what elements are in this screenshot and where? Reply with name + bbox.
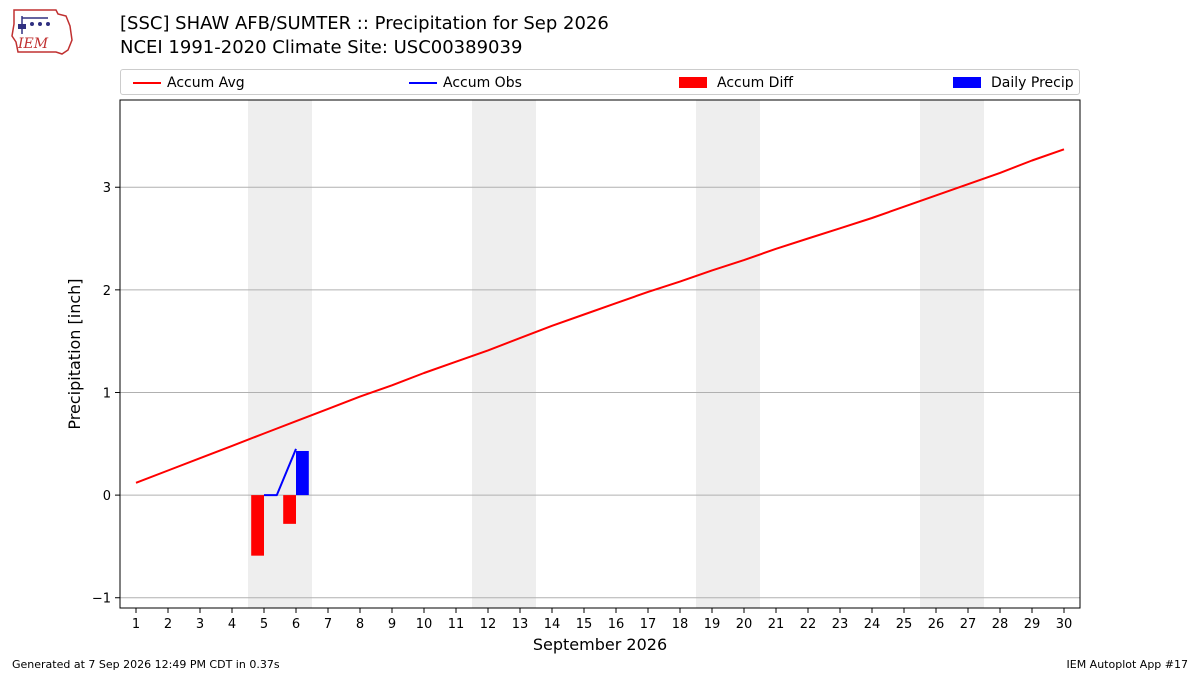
x-tick-label: 5 bbox=[260, 617, 268, 632]
accum-obs-line bbox=[264, 448, 297, 497]
y-tick-label: −1 bbox=[92, 592, 111, 607]
x-tick-label: 16 bbox=[608, 617, 625, 632]
x-tick-label: 9 bbox=[388, 617, 396, 632]
x-tick-label: 2 bbox=[164, 617, 172, 632]
x-tick-label: 8 bbox=[356, 617, 364, 632]
accum-diff-bar bbox=[283, 495, 296, 524]
x-tick-label: 27 bbox=[960, 617, 977, 632]
legend-swatch-daily-precip bbox=[953, 77, 981, 88]
legend-swatch-accum-avg bbox=[133, 82, 161, 84]
weekend-band bbox=[696, 100, 760, 608]
footer-app: IEM Autoplot App #17 bbox=[1066, 658, 1189, 671]
legend-label: Accum Obs bbox=[443, 75, 522, 91]
x-tick-label: 4 bbox=[228, 617, 236, 632]
x-tick-label: 21 bbox=[768, 617, 785, 632]
y-tick-label: 2 bbox=[103, 284, 111, 299]
weekend-band bbox=[920, 100, 984, 608]
x-tick-label: 12 bbox=[480, 617, 497, 632]
y-axis-label: Precipitation [inch] bbox=[65, 278, 84, 429]
x-tick-label: 19 bbox=[704, 617, 721, 632]
x-tick-label: 1 bbox=[132, 617, 140, 632]
x-tick-label: 26 bbox=[928, 617, 945, 632]
x-tick-label: 25 bbox=[896, 617, 913, 632]
x-tick-label: 22 bbox=[800, 617, 817, 632]
chart-title: [SSC] SHAW AFB/SUMTER :: Precipitation f… bbox=[120, 13, 609, 34]
x-tick-label: 6 bbox=[292, 617, 300, 632]
logo-text: IEM bbox=[17, 36, 49, 52]
x-axis-label: September 2026 bbox=[533, 635, 667, 654]
legend-label: Accum Avg bbox=[167, 75, 245, 91]
x-tick-label: 7 bbox=[324, 617, 332, 632]
iem-logo: IEM bbox=[11, 9, 73, 55]
daily-precip-bar bbox=[296, 450, 309, 496]
legend-label: Daily Precip bbox=[991, 75, 1074, 91]
x-tick-label: 15 bbox=[576, 617, 593, 632]
accum-diff-bar bbox=[251, 495, 264, 556]
x-tick-label: 23 bbox=[832, 617, 849, 632]
x-tick-label: 20 bbox=[736, 617, 753, 632]
legend: Accum Avg Accum Obs Accum Diff Daily Pre… bbox=[120, 69, 1080, 95]
x-tick-label: 13 bbox=[512, 617, 529, 632]
legend-swatch-accum-obs bbox=[409, 82, 437, 84]
x-tick-label: 18 bbox=[672, 617, 689, 632]
weekend-band bbox=[472, 100, 536, 608]
x-tick-label: 10 bbox=[416, 617, 433, 632]
plot-frame bbox=[119, 99, 1081, 609]
x-tick-label: 3 bbox=[196, 617, 204, 632]
x-tick-label: 28 bbox=[992, 617, 1009, 632]
footer-generated: Generated at 7 Sep 2026 12:49 PM CDT in … bbox=[12, 658, 280, 671]
x-tick-label: 17 bbox=[640, 617, 657, 632]
x-tick-label: 24 bbox=[864, 617, 881, 632]
chart-subtitle: NCEI 1991-2020 Climate Site: USC00389039 bbox=[120, 37, 523, 58]
x-tick-label: 14 bbox=[544, 617, 561, 632]
x-tick-label: 11 bbox=[448, 617, 465, 632]
y-tick-label: 0 bbox=[103, 489, 111, 504]
y-tick-label: 3 bbox=[103, 181, 111, 196]
legend-label: Accum Diff bbox=[717, 75, 794, 91]
x-tick-label: 30 bbox=[1056, 617, 1073, 632]
y-tick-label: 1 bbox=[103, 386, 111, 401]
accum-avg-line bbox=[135, 148, 1065, 484]
legend-swatch-accum-diff bbox=[679, 77, 707, 88]
x-tick-label: 29 bbox=[1024, 617, 1041, 632]
